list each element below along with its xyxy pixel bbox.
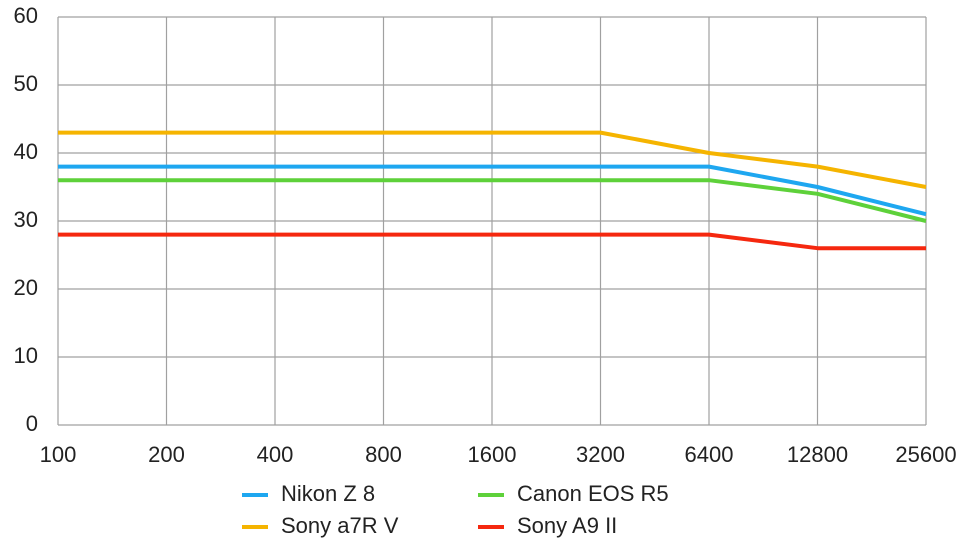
y-tick-label: 50: [14, 71, 38, 96]
y-tick-label: 60: [14, 3, 38, 28]
x-tick-label: 200: [148, 442, 185, 467]
series-line: [58, 232, 926, 251]
x-tick-label: 1600: [468, 442, 517, 467]
y-tick-label: 20: [14, 275, 38, 300]
y-tick-label: 40: [14, 139, 38, 164]
legend-label: Sony a7R V: [281, 513, 399, 538]
legend-label: Sony A9 II: [517, 513, 617, 538]
y-tick-label: 30: [14, 207, 38, 232]
y-tick-label: 0: [26, 411, 38, 436]
legend-label: Canon EOS R5: [517, 481, 669, 506]
x-tick-label: 3200: [576, 442, 625, 467]
y-tick-label: 10: [14, 343, 38, 368]
legend-label: Nikon Z 8: [281, 481, 375, 506]
x-tick-label: 100: [40, 442, 77, 467]
x-tick-label: 6400: [685, 442, 734, 467]
series-line: [58, 164, 927, 217]
series-line: [58, 130, 927, 189]
x-tick-label: 400: [257, 442, 294, 467]
series-line: [58, 178, 927, 223]
x-tick-label: 12800: [787, 442, 848, 467]
x-tick-label: 800: [365, 442, 402, 467]
x-tick-label: 25600: [895, 442, 956, 467]
